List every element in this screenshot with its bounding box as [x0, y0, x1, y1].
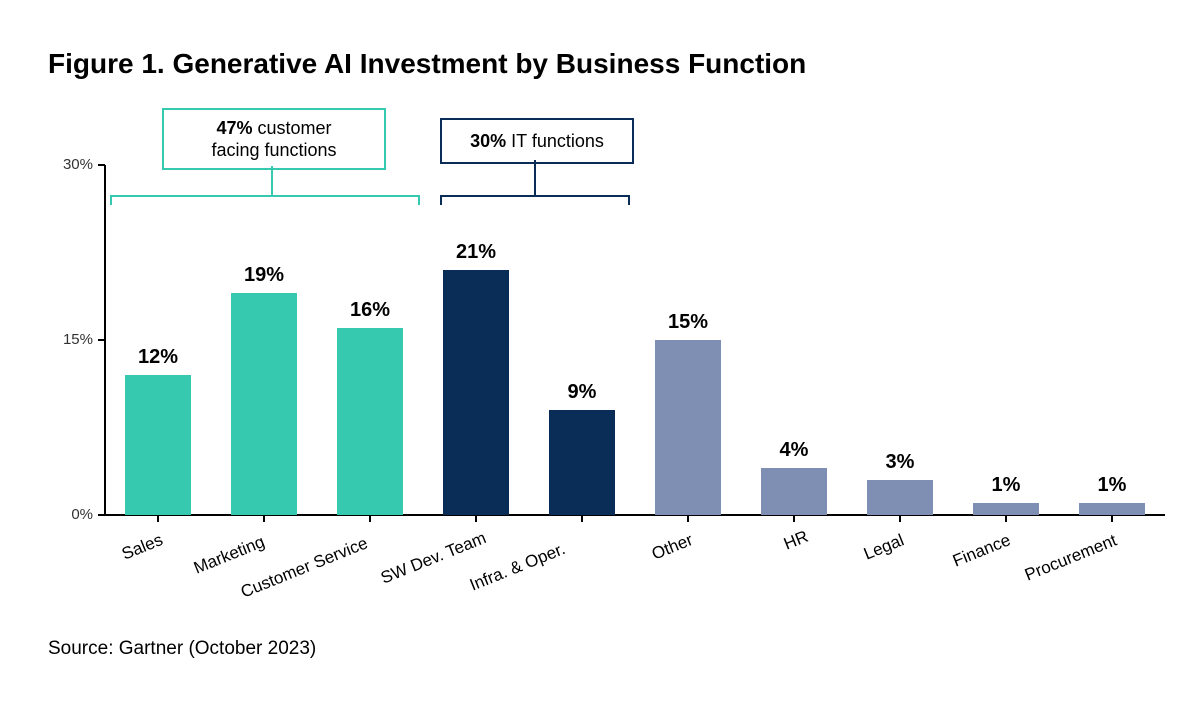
x-tick-mark [263, 515, 265, 522]
bar-value-label: 19% [244, 264, 284, 287]
x-tick-mark [581, 515, 583, 522]
bar-value-label: 1% [1098, 474, 1127, 497]
x-tick-mark [1111, 515, 1113, 522]
callout-text-it: 30% IT functions [470, 130, 604, 153]
y-tick-mark [98, 514, 105, 516]
bar [973, 503, 1039, 515]
callout-stem-customer [271, 166, 273, 195]
bar-value-label: 16% [350, 299, 390, 322]
figure-canvas: { "title": { "text": "Figure 1. Generati… [0, 0, 1200, 703]
bar-value-label: 3% [886, 451, 915, 474]
callout-bracket-cap [418, 195, 420, 205]
x-tick-label: Procurement [1022, 530, 1120, 585]
x-tick-mark [687, 515, 689, 522]
bar-value-label: 21% [456, 241, 496, 264]
bar [231, 293, 297, 515]
y-tick-label: 15% [43, 331, 93, 348]
callout-text-customer: 47% customerfacing functions [211, 117, 336, 162]
callout-bracket-customer [110, 195, 420, 197]
bar-value-label: 15% [668, 311, 708, 334]
y-tick-label: 0% [43, 506, 93, 523]
x-tick-label: Sales [119, 530, 166, 564]
bar-value-label: 9% [568, 381, 597, 404]
source-attribution: Source: Gartner (October 2023) [48, 638, 316, 660]
figure-title: Figure 1. Generative AI Investment by Bu… [48, 48, 806, 80]
callout-stem-it [534, 160, 536, 195]
bar [655, 340, 721, 515]
callout-box-customer: 47% customerfacing functions [162, 108, 386, 170]
bar-value-label: 12% [138, 346, 178, 369]
x-tick-mark [899, 515, 901, 522]
callout-bracket-cap [440, 195, 442, 205]
callout-bracket-cap [110, 195, 112, 205]
bar-chart: 0%15%30%12%Sales19%Marketing16%Customer … [105, 165, 1165, 515]
bar-value-label: 1% [992, 474, 1021, 497]
x-tick-mark [1005, 515, 1007, 522]
x-tick-label: Other [649, 530, 696, 564]
x-tick-mark [475, 515, 477, 522]
x-tick-label: Finance [950, 530, 1014, 571]
bar [761, 468, 827, 515]
y-tick-mark [98, 339, 105, 341]
bar-value-label: 4% [780, 439, 809, 462]
bar [1079, 503, 1145, 515]
bar [125, 375, 191, 515]
x-tick-label: HR [781, 527, 811, 555]
bar [443, 270, 509, 515]
x-tick-label: Marketing [191, 532, 268, 579]
x-tick-mark [793, 515, 795, 522]
callout-bracket-cap [628, 195, 630, 205]
y-tick-label: 30% [43, 156, 93, 173]
x-tick-mark [157, 515, 159, 522]
callout-bracket-it [440, 195, 630, 197]
callout-box-it: 30% IT functions [440, 118, 634, 164]
bar [549, 410, 615, 515]
bar [337, 328, 403, 515]
bar [867, 480, 933, 515]
y-tick-mark [98, 164, 105, 166]
x-tick-mark [369, 515, 371, 522]
x-tick-label: Legal [861, 531, 907, 565]
